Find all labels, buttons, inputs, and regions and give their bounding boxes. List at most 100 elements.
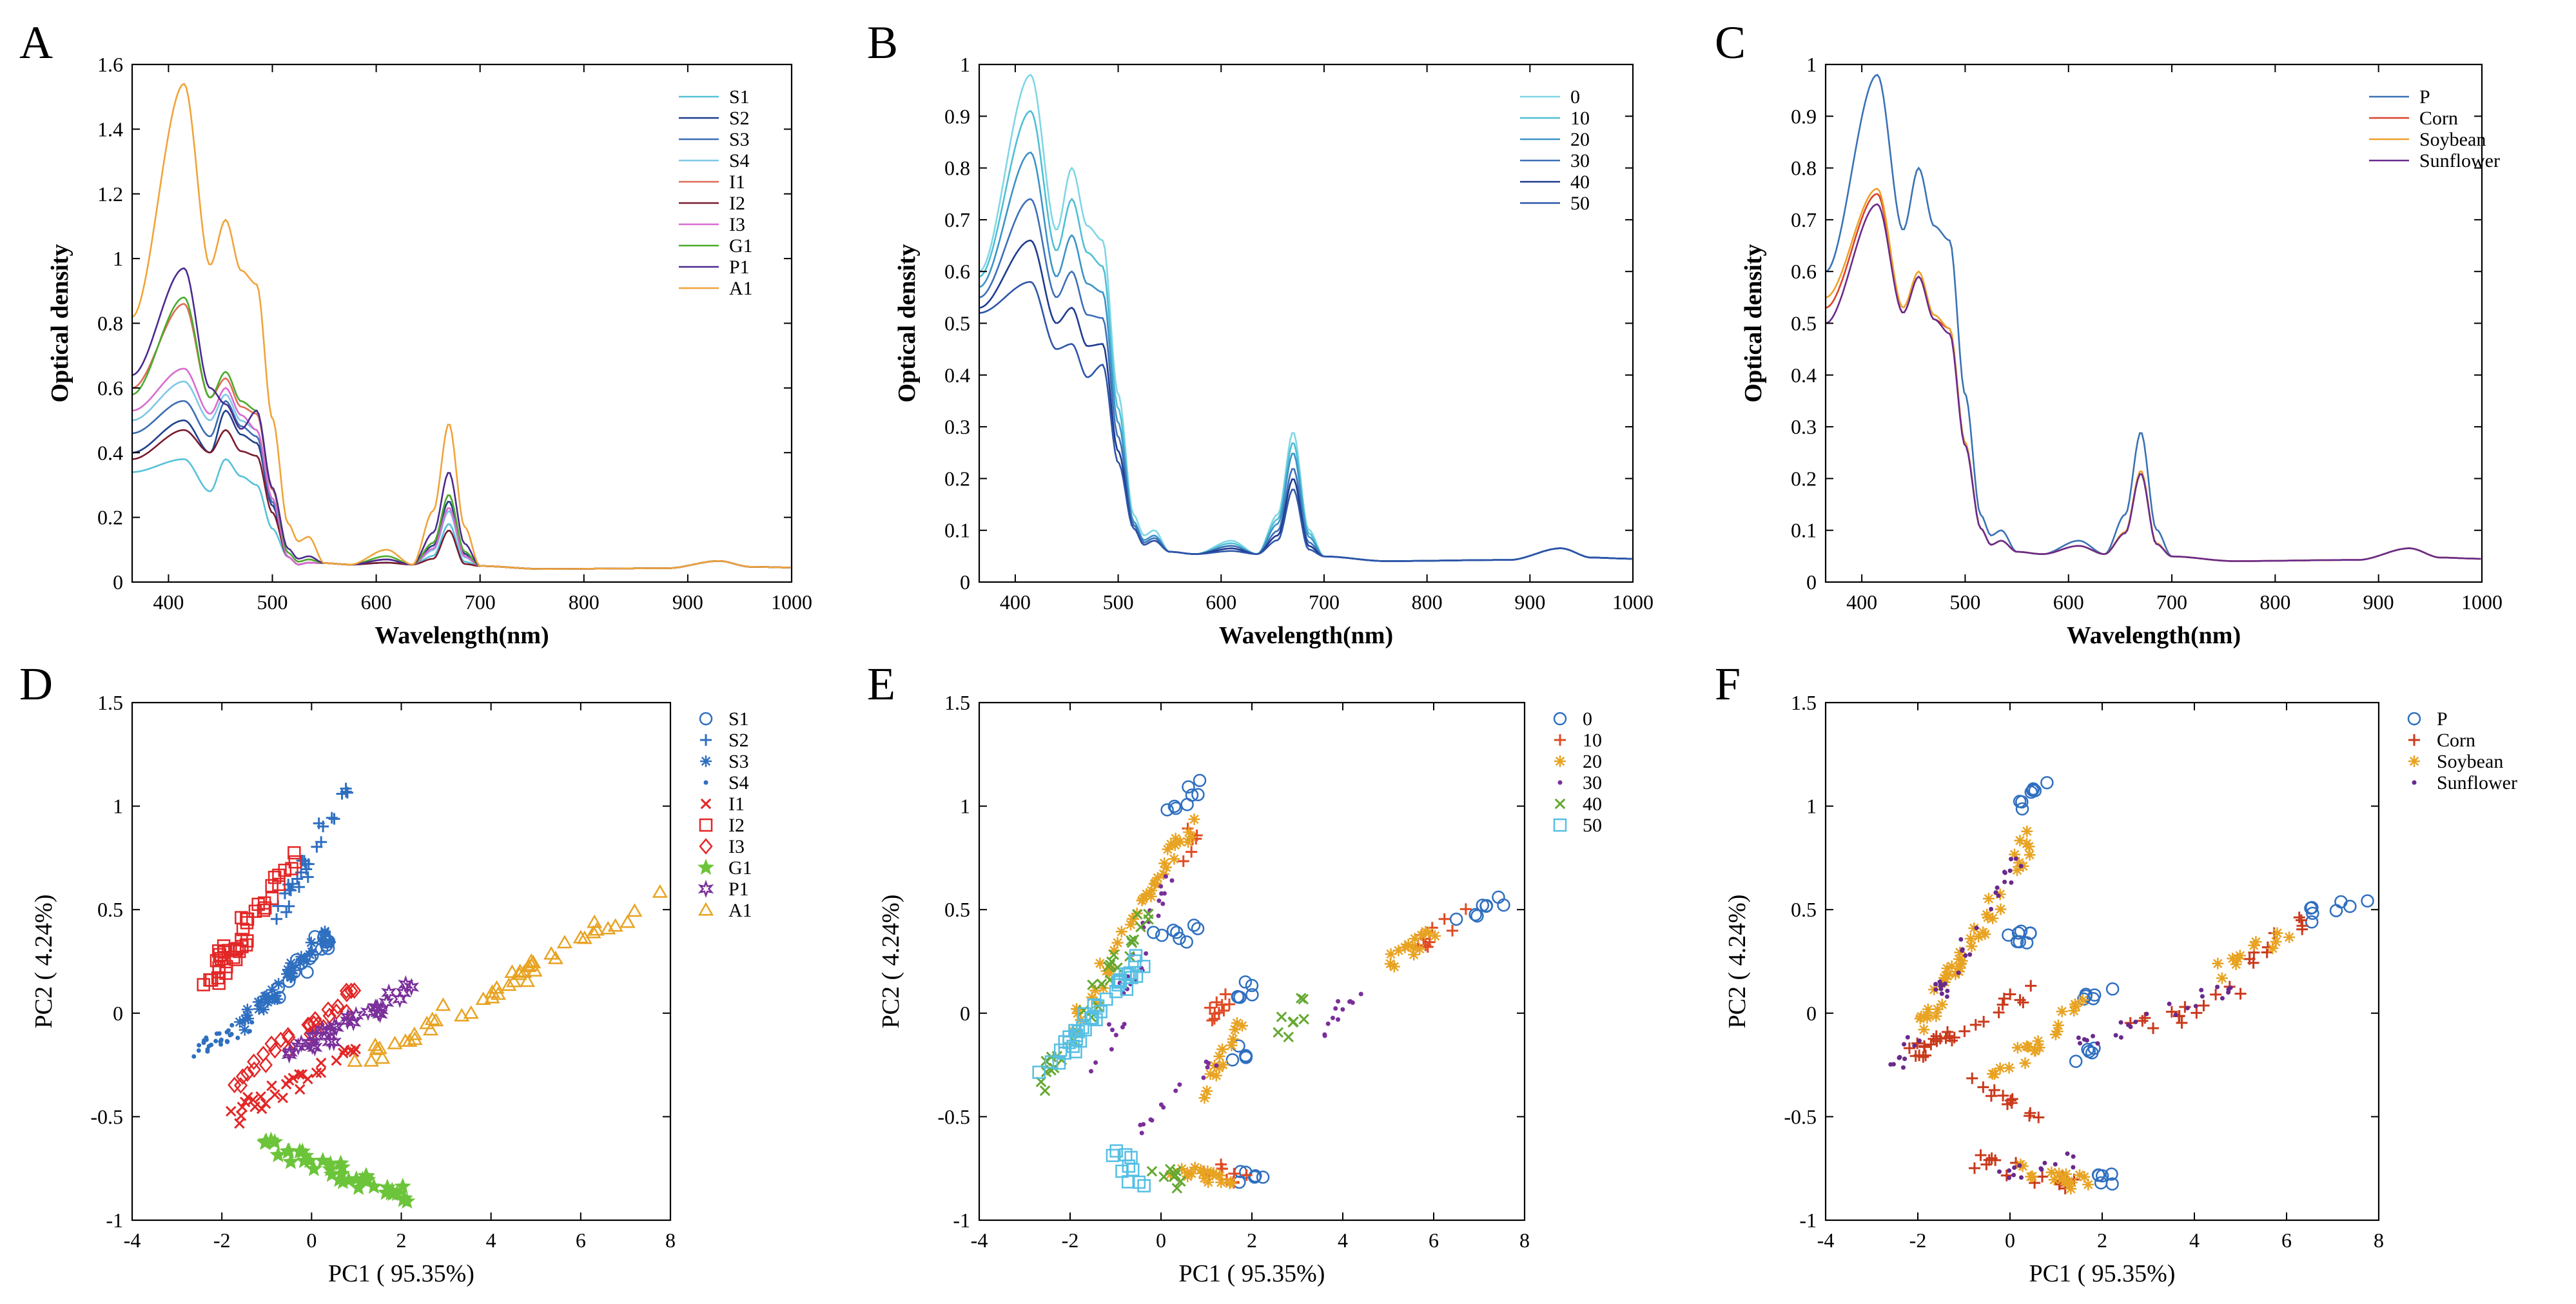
point-i1 [249,1101,260,1113]
point-20 [1188,813,1200,826]
x-tick-label: -2 [1909,1229,1927,1252]
legend-marker [699,712,713,726]
point-40 [1158,1171,1169,1183]
point-s2 [340,783,352,795]
y-tick-label: 0.2 [97,506,123,529]
point-s4 [213,1038,219,1044]
point-10 [1186,846,1198,858]
point-30 [1169,878,1175,883]
point-s3 [273,978,285,990]
point-50 [1044,1055,1059,1069]
point-sunflower [2173,1012,2178,1017]
point-i1 [315,1067,327,1078]
point-i1 [294,1069,305,1080]
point-i1 [277,1092,288,1104]
point-soybean [2270,936,2282,948]
point-20 [1409,933,1421,945]
point-s4 [224,1029,229,1035]
point-s3 [239,1024,251,1036]
point-20 [1216,1043,1229,1055]
point-10 [1219,988,1231,1000]
point-i3 [247,1061,261,1078]
x-axis-label: PC1 ( 95.35%) [1179,1260,1325,1287]
y-tick-label: 0.5 [944,898,970,921]
point-sunflower [2193,1004,2198,1009]
point-corn [2025,980,2037,992]
point-s3 [259,990,271,1002]
point-sunflower [2082,1037,2087,1042]
x-tick-label: 0 [2005,1229,2015,1252]
series-line-a1 [132,83,791,570]
point-50 [1129,969,1144,983]
point-s3 [286,970,298,982]
point-corn [2191,1007,2203,1019]
point-soybean [2020,1040,2033,1053]
y-tick-label: 0.2 [944,467,970,490]
point-20 [1407,941,1419,953]
point-0 [1479,899,1494,913]
point-30 [1333,1006,1338,1011]
point-40 [1171,1183,1183,1194]
y-tick-label: 0.3 [944,415,970,438]
point-20 [1202,1176,1215,1188]
point-g1 [279,1142,297,1159]
point-p [2105,982,2120,996]
x-tick-label: 400 [153,590,184,614]
y-tick-label: 0.7 [944,208,970,231]
legend-label: S3 [728,751,749,772]
point-i3 [268,1042,282,1059]
point-30 [1156,913,1161,919]
point-0 [1191,788,1205,801]
point-0 [1180,935,1193,949]
x-tick-label: -4 [971,1229,988,1252]
point-sunflower [2091,1033,2096,1038]
x-tick-label: 600 [361,590,392,614]
legend-label: P1 [728,879,749,900]
point-30 [1156,898,1162,903]
point-soybean [2052,1019,2064,1031]
legend-label: I2 [729,193,745,214]
point-sunflower [1902,1056,1908,1062]
point-corn [2036,1171,2048,1183]
point-0 [1247,1170,1262,1184]
point-20 [1227,1033,1239,1046]
point-s4 [228,1033,233,1038]
y-tick-label: -0.5 [1784,1105,1817,1128]
point-10 [1218,1004,1230,1017]
x-tick-label: 6 [576,1229,586,1252]
point-20 [1213,1050,1225,1062]
y-tick-label: 1 [960,795,970,818]
point-soybean [1946,960,1958,972]
point-40 [1168,1171,1180,1182]
x-tick-label: 6 [2281,1229,2292,1252]
point-a1 [585,924,601,939]
point-a1 [607,918,623,932]
point-40 [1039,1085,1051,1096]
point-i1 [237,1102,248,1113]
point-0 [1476,899,1490,912]
point-sunflower [2071,1165,2076,1170]
point-s3 [305,937,317,949]
point-p1 [392,989,408,1009]
legend-label: I3 [728,836,745,857]
point-sunflower [1917,1038,1922,1044]
point-corn [1993,1006,2005,1018]
legend-label: 0 [1583,708,1592,730]
point-30 [1358,991,1363,997]
point-0 [1449,912,1463,926]
point-sunflower [1938,984,1943,989]
x-tick-label: 400 [1846,590,1877,614]
y-tick-label: 1.2 [97,182,123,206]
point-30 [1144,951,1149,956]
point-soybean [1949,968,1962,980]
point-p1 [346,1013,362,1032]
point-20 [1231,1017,1243,1029]
point-20 [1215,1176,1227,1189]
point-0 [1191,922,1205,935]
point-30 [1163,874,1168,879]
point-corn [1968,1162,1980,1174]
point-a1 [422,1022,439,1036]
point-soybean [2011,1042,2024,1054]
point-i2 [272,868,286,882]
